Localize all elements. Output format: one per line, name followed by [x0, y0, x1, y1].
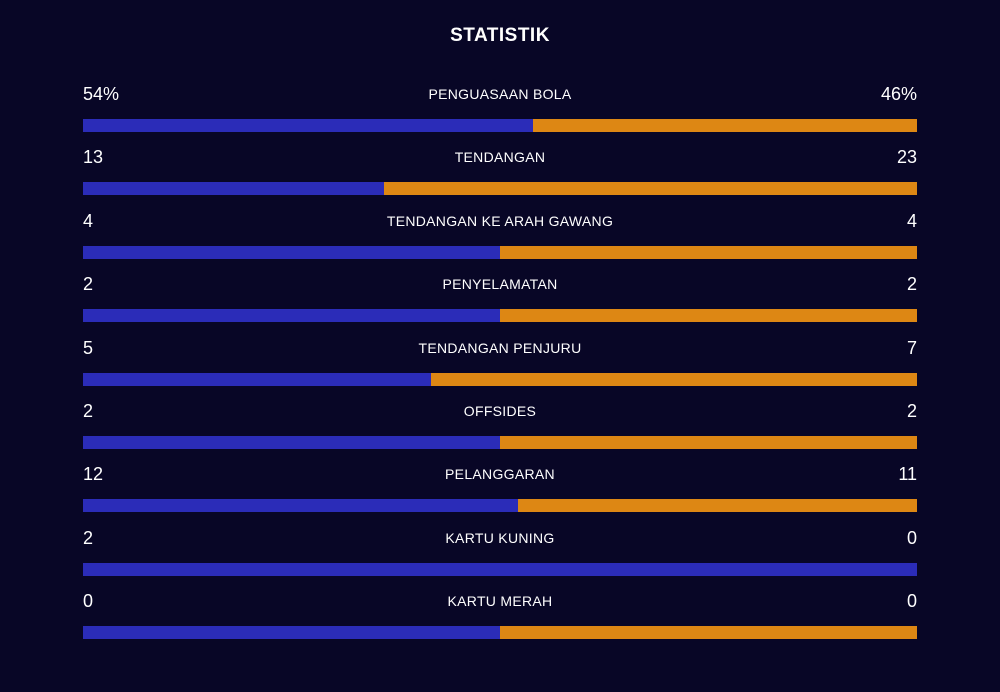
home-bar-fill [83, 499, 519, 513]
stat-label: OFFSIDES [463, 402, 537, 419]
away-bar-fill [384, 182, 917, 196]
home-bar-fill [83, 372, 431, 386]
away-bar-fill [500, 626, 917, 640]
home-value: 5 [83, 337, 94, 358]
home-bar-fill [83, 309, 500, 323]
home-value: 2 [83, 400, 94, 421]
away-value: 11 [898, 464, 917, 485]
away-value: 2 [906, 400, 917, 421]
stat-row-yellow-cards: 2 KARTU KUNING 0 [83, 524, 917, 587]
comparison-bar [83, 119, 917, 132]
away-value: 0 [906, 591, 917, 612]
stat-label: KARTU MERAH [447, 593, 553, 610]
away-bar-fill [430, 372, 917, 386]
away-bar-fill [500, 309, 917, 323]
stat-label: PENGUASAAN BOLA [428, 86, 572, 102]
home-value: 0 [83, 591, 94, 612]
stat-row-offsides: 2 OFFSIDES 2 [83, 397, 917, 460]
comparison-bar [83, 562, 917, 576]
away-value: 4 [906, 210, 917, 231]
home-value: 2 [83, 527, 94, 548]
comparison-bar [83, 309, 917, 323]
away-value: 7 [906, 337, 917, 358]
comparison-bar [83, 626, 917, 640]
home-bar-fill [83, 182, 385, 196]
home-value: 54% [83, 84, 120, 104]
stat-row-shots-on-target: 4 TENDANGAN KE ARAH GAWANG 4 [83, 207, 917, 270]
home-bar-fill [83, 119, 534, 132]
stat-label: KARTU KUNING [445, 529, 555, 546]
comparison-bar [83, 435, 917, 449]
away-value: 46% [880, 84, 917, 104]
stat-row-shots: 13 TENDANGAN 23 [83, 143, 917, 206]
away-value: 2 [906, 274, 917, 295]
home-value: 13 [83, 147, 104, 168]
stat-label: TENDANGAN PENJURU [418, 339, 582, 356]
home-bar-fill [83, 562, 917, 576]
away-bar-fill [518, 499, 917, 513]
comparison-bar [83, 499, 917, 513]
stat-row-saves: 2 PENYELAMATAN 2 [83, 270, 917, 333]
stat-row-fouls: 12 PELANGGARAN 11 [83, 460, 917, 523]
stat-label: TENDANGAN [454, 149, 546, 166]
away-bar-fill [500, 435, 917, 449]
stats-list: 54% PENGUASAAN BOLA 46% 13 TENDANGAN 23 [83, 80, 917, 651]
home-bar-fill [83, 435, 500, 449]
stat-label: TENDANGAN KE ARAH GAWANG [386, 212, 614, 229]
away-bar-fill [533, 119, 917, 132]
stat-row-corners: 5 TENDANGAN PENJURU 7 [83, 334, 917, 397]
home-value: 4 [83, 210, 94, 231]
page-title: STATISTIK [450, 25, 550, 46]
home-bar-fill [83, 245, 500, 259]
comparison-bar [83, 372, 917, 386]
home-value: 12 [83, 464, 104, 485]
away-value: 23 [896, 147, 917, 168]
away-value: 0 [906, 527, 917, 548]
stat-label: PENYELAMATAN [442, 276, 558, 293]
stat-row-red-cards: 0 KARTU MERAH 0 [83, 587, 917, 650]
comparison-bar [83, 182, 917, 196]
comparison-bar [83, 245, 917, 259]
away-bar-fill [500, 245, 917, 259]
stat-row-possession: 54% PENGUASAAN BOLA 46% [83, 80, 917, 143]
home-bar-fill [83, 626, 500, 640]
stat-label: PELANGGARAN [445, 466, 555, 483]
home-value: 2 [83, 274, 94, 295]
